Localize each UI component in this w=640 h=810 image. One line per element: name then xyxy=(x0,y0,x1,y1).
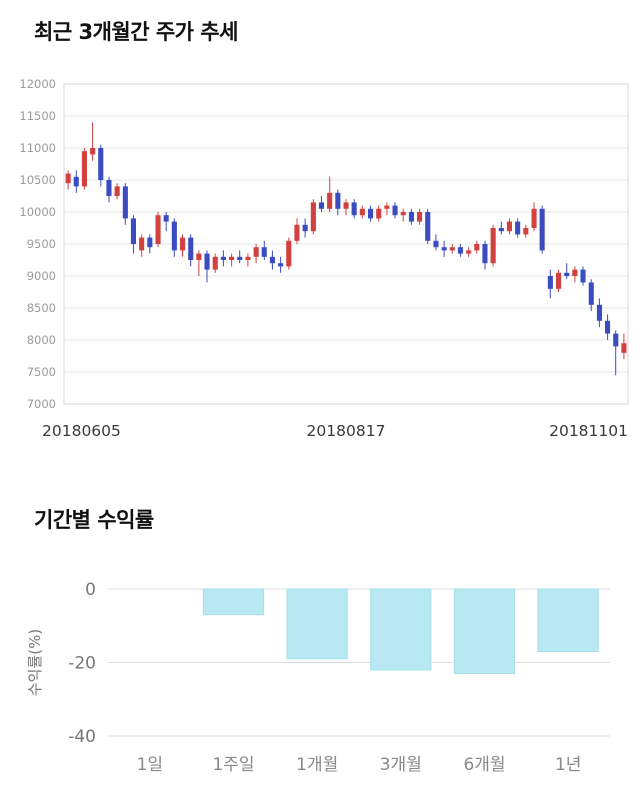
svg-text:8500: 8500 xyxy=(27,301,56,315)
svg-text:10000: 10000 xyxy=(19,205,56,219)
price-chart-title: 최근 3개월간 주가 추세 xyxy=(34,20,238,44)
svg-text:7500: 7500 xyxy=(27,365,56,379)
svg-text:9000: 9000 xyxy=(27,269,56,283)
svg-text:10500: 10500 xyxy=(19,173,56,187)
svg-text:11000: 11000 xyxy=(19,141,56,155)
svg-text:20180817: 20180817 xyxy=(307,422,386,440)
svg-text:20180605: 20180605 xyxy=(42,422,121,440)
svg-text:6개월: 6개월 xyxy=(463,755,505,775)
svg-text:0: 0 xyxy=(85,580,96,600)
svg-text:-40: -40 xyxy=(68,727,96,747)
returns-chart-title: 기간별 수익률 xyxy=(34,508,154,532)
svg-text:3개월: 3개월 xyxy=(380,755,422,775)
svg-text:12000: 12000 xyxy=(19,77,56,91)
svg-text:7000: 7000 xyxy=(27,397,56,411)
svg-text:9500: 9500 xyxy=(27,237,56,251)
svg-text:1년: 1년 xyxy=(555,755,581,775)
svg-text:수익률(%): 수익률(%) xyxy=(26,629,44,696)
svg-text:20181101: 20181101 xyxy=(549,422,628,440)
price-candlestick-chart: 12000 11500 11000 10500 10000 9500 9000 8500 800… xyxy=(0,68,640,446)
returns-bar-chart: 0 -20 -40 1일 1주일 1개월 3개월 6개월 1년 수익률(%) xyxy=(0,579,640,784)
svg-text:8000: 8000 xyxy=(27,333,56,347)
svg-text:-20: -20 xyxy=(68,654,96,674)
svg-text:1개월: 1개월 xyxy=(296,755,338,775)
svg-text:1주일: 1주일 xyxy=(212,755,254,775)
svg-text:11500: 11500 xyxy=(19,109,56,123)
svg-text:1일: 1일 xyxy=(137,755,163,775)
